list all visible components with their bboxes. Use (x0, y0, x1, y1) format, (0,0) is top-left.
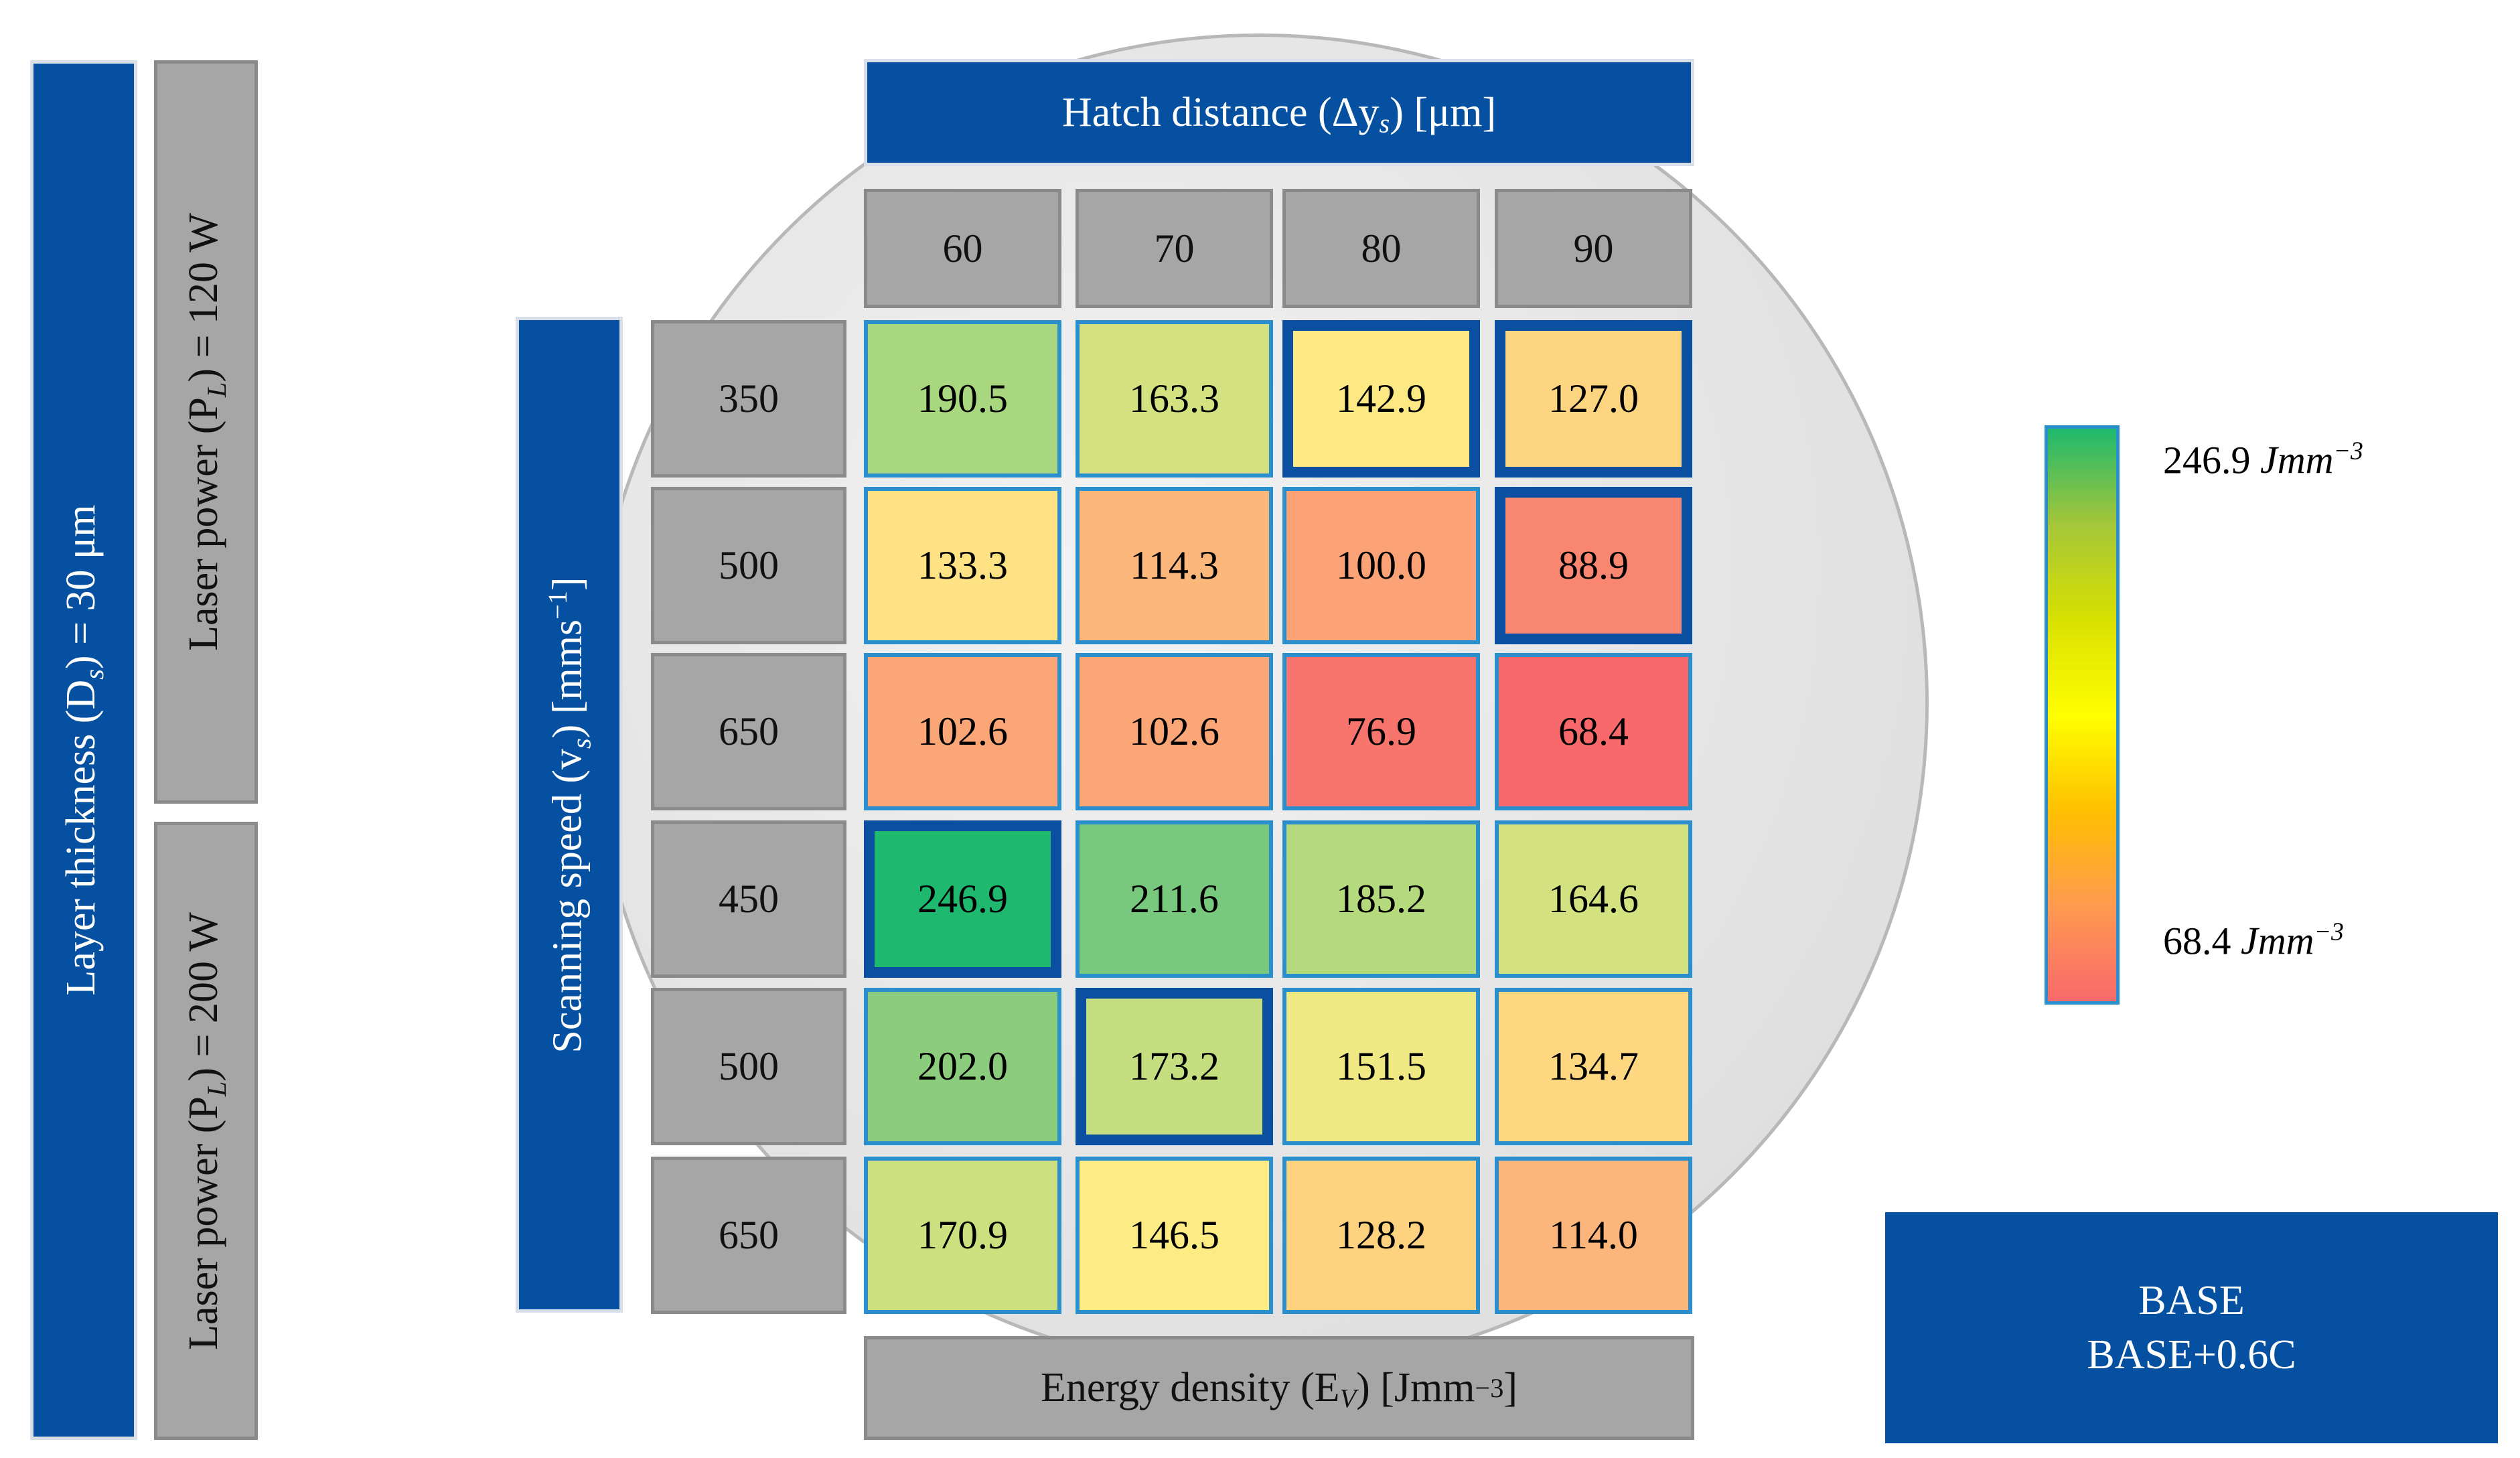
hatch-value-90: 90 (1495, 189, 1692, 308)
hatch-value-60: 60 (864, 189, 1061, 308)
grid-cell: 100.0 (1282, 487, 1480, 644)
grid-cell: 128.2 (1282, 1157, 1480, 1314)
material-base-label: BASE (2138, 1277, 2245, 1323)
grid-cell: 88.9 (1495, 487, 1692, 644)
material-legend-box: BASE BASE+0.6C (1885, 1212, 2498, 1443)
laser-power-120-label: Laser power (PL) = 120 W (154, 60, 258, 804)
grid-cell: 151.5 (1282, 988, 1480, 1145)
scanning-speed-label: Scanning speed (vs) [mms−1] (516, 317, 623, 1313)
grid-cell: 185.2 (1282, 820, 1480, 978)
speed-value-650: 650 (651, 653, 846, 810)
energy-density-footer: Energy density (E V) [Jmm −3] (864, 1336, 1694, 1440)
laser-power-200-label: Laser power (PL) = 200 W (154, 822, 258, 1440)
grid-cell: 190.5 (864, 320, 1061, 478)
legend-max-label: 246.9 Jmm−3 (2163, 437, 2363, 482)
speed-value-500: 500 (651, 487, 846, 644)
grid-cell: 163.3 (1076, 320, 1273, 478)
grid-cell: 202.0 (864, 988, 1061, 1145)
color-scale-bar (2045, 425, 2120, 1005)
speed-value-500-b: 500 (651, 988, 846, 1145)
hatch-distance-header: Hatch distance (Δy s) [μm] (864, 59, 1694, 166)
grid-cell: 146.5 (1076, 1157, 1273, 1314)
grid-cell: 76.9 (1282, 653, 1480, 810)
material-base-carbon-label: BASE+0.6C (2087, 1331, 2296, 1378)
speed-value-650-b: 650 (651, 1157, 846, 1314)
grid-cell: 114.0 (1495, 1157, 1692, 1314)
grid-cell: 170.9 (864, 1157, 1061, 1314)
grid-cell: 127.0 (1495, 320, 1692, 478)
grid-cell: 102.6 (1076, 653, 1273, 810)
grid-cell: 134.7 (1495, 988, 1692, 1145)
grid-cell: 246.9 (864, 820, 1061, 978)
speed-value-450: 450 (651, 820, 846, 978)
grid-cell: 114.3 (1076, 487, 1273, 644)
hatch-value-80: 80 (1282, 189, 1480, 308)
speed-value-350: 350 (651, 320, 846, 478)
grid-cell: 102.6 (864, 653, 1061, 810)
grid-cell: 68.4 (1495, 653, 1692, 810)
grid-cell: 133.3 (864, 487, 1061, 644)
grid-cell: 142.9 (1282, 320, 1480, 478)
layer-thickness-label: Layer thickness (Ds) = 30 μm (30, 60, 137, 1440)
grid-cell: 164.6 (1495, 820, 1692, 978)
legend-min-label: 68.4 Jmm−3 (2163, 918, 2344, 963)
grid-cell: 211.6 (1076, 820, 1273, 978)
hatch-value-70: 70 (1076, 189, 1273, 308)
grid-cell: 173.2 (1076, 988, 1273, 1145)
